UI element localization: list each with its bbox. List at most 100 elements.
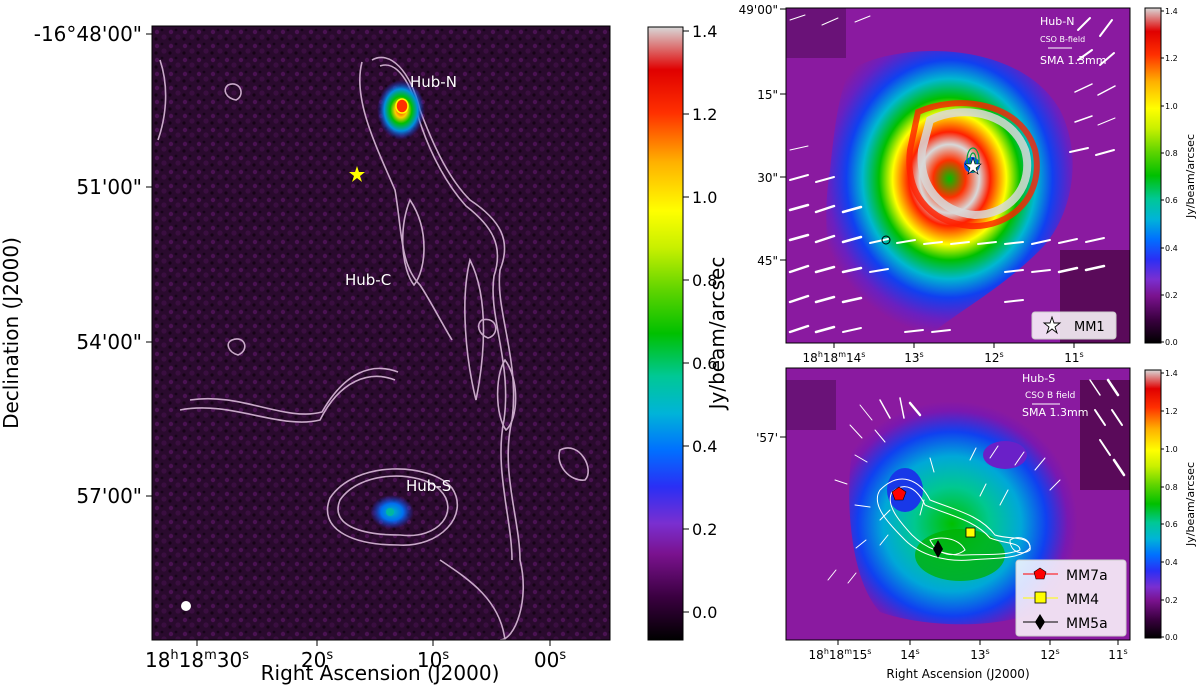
hub-s-colorbar xyxy=(1144,369,1162,639)
hub-n-colorbar-ticks xyxy=(1161,10,1164,343)
hub-n-cb-label: 0.8 xyxy=(1165,149,1178,158)
mm4-square-marker xyxy=(965,527,976,538)
annotation-hub-n: Hub-N xyxy=(410,73,457,91)
b-vector xyxy=(1099,19,1113,37)
b-vector xyxy=(950,241,970,245)
b-vector xyxy=(896,239,916,244)
b-vector xyxy=(788,264,810,274)
main-x-tick-label: 00s xyxy=(534,648,566,672)
hub-n-colorbar-title: Jy/beam/arcsec xyxy=(1184,134,1197,219)
mm7a-pentagon-marker xyxy=(891,486,907,501)
b-vector xyxy=(1014,451,1025,466)
b-vector xyxy=(969,447,977,461)
hub-s-panel: Hub-S CSO B field SMA 1.3mm MM7a MM4 MM5… xyxy=(756,367,1197,681)
b-vector xyxy=(1097,85,1116,96)
main-cb-label: 0.8 xyxy=(692,271,717,290)
hub-n-title: Hub-N xyxy=(1040,15,1074,28)
b-vector xyxy=(923,241,943,245)
b-vector xyxy=(904,329,924,333)
main-y-tick-label: 57'00" xyxy=(76,484,142,508)
b-vector xyxy=(789,14,806,21)
b-vector xyxy=(854,15,871,23)
b-vector xyxy=(977,241,997,245)
b-vector xyxy=(842,327,862,333)
legend-star-icon xyxy=(1042,315,1062,335)
b-vector xyxy=(1004,269,1024,273)
sma-contour xyxy=(889,486,1021,556)
b-vector xyxy=(1057,266,1079,274)
hub-n-cb-label: 1.2 xyxy=(1165,54,1178,63)
b-vector xyxy=(869,238,889,244)
filament-contour xyxy=(358,61,453,341)
hub-n-cb-label: 1.4 xyxy=(1165,7,1178,16)
hub-n-x-tick-label: 13s xyxy=(904,350,923,365)
hub-n-cb-label: 0.4 xyxy=(1165,244,1178,253)
annotation-hub-s: Hub-S xyxy=(406,477,451,495)
b-vector xyxy=(841,235,863,244)
main-colorbar-ticks xyxy=(683,30,689,613)
hub-s-instrument: SMA 1.3mm xyxy=(1022,406,1088,419)
hub-n-panel: Hub-N CSO B-field SMA 1.3mm MM1 49'00" 1… xyxy=(739,3,1197,365)
filament-contour xyxy=(439,559,506,640)
hub-s-x-tick-label: 14s xyxy=(900,647,919,662)
b-vector xyxy=(1034,457,1046,471)
b-vector xyxy=(834,479,848,485)
hub-s-cb-label: 1.0 xyxy=(1165,445,1178,454)
hub-n-core xyxy=(395,98,409,114)
b-vector xyxy=(1099,52,1115,66)
b-vector xyxy=(1077,17,1091,31)
main-x-tick-label: 20s xyxy=(301,648,333,672)
main-cb-label: 1.2 xyxy=(692,105,717,124)
filament-contour xyxy=(496,358,517,432)
hub-s-cb-label: 1.4 xyxy=(1165,369,1178,378)
main-y-tick-label: 51'00" xyxy=(76,175,142,199)
hub-s-legend-label: MM4 xyxy=(1066,592,1099,608)
hub-s-x-tick-label: 11s xyxy=(1108,647,1127,662)
hub-s-colorbar-ticks xyxy=(1161,372,1164,638)
b-vector xyxy=(869,268,889,273)
b-vector xyxy=(1004,299,1024,303)
b-vector xyxy=(788,233,810,242)
hub-n-colorbar xyxy=(1144,7,1162,344)
main-cb-label: 0.2 xyxy=(692,520,717,539)
hub-s-knot xyxy=(386,508,394,516)
main-cb-label: 0.4 xyxy=(692,437,717,456)
hub-s-y-tick-label: '57' xyxy=(756,431,778,445)
b-vector xyxy=(849,424,863,439)
hub-s-plot-frame xyxy=(785,367,1131,641)
b-vector xyxy=(814,204,836,214)
hub-n-y-tick-label: 49'00" xyxy=(739,3,778,17)
hub-s-colorbar-title: Jy/beam/arcsec xyxy=(1184,462,1197,547)
b-vector xyxy=(929,457,935,473)
b-vector xyxy=(1031,239,1051,245)
yellow-star-marker xyxy=(349,166,365,182)
hub-s-cb-label: 0.8 xyxy=(1165,483,1178,492)
hub-s-x-tick-label: 13s xyxy=(970,647,989,662)
hub-s-title: Hub-S xyxy=(1022,372,1055,385)
filament-contour xyxy=(477,318,497,339)
hub-n-x-ticks xyxy=(833,343,1075,348)
hub-n-x-tick-label: 18h18m14s xyxy=(803,350,866,365)
b-vector xyxy=(979,483,987,497)
b-vector xyxy=(931,329,951,333)
filament-contour xyxy=(464,257,485,401)
b-vector xyxy=(879,534,889,546)
b-vector xyxy=(855,539,867,549)
filament-contour xyxy=(401,198,425,287)
b-vector xyxy=(1058,238,1078,244)
b-vector xyxy=(814,325,836,334)
main-y-tick-label: 54'00" xyxy=(76,330,142,354)
b-vector xyxy=(814,234,836,244)
hub-s-dark-patch xyxy=(786,380,836,430)
b-vector xyxy=(789,145,809,151)
b-vector xyxy=(1069,147,1089,153)
b-vector xyxy=(879,509,891,521)
hub-s-vector-label: CSO B field xyxy=(1025,391,1075,401)
filament-contour xyxy=(179,375,396,423)
hub-s-blue-clump xyxy=(887,468,923,512)
b-vector xyxy=(1049,479,1061,491)
hub-s-purple-clump xyxy=(983,441,1027,469)
b-vector xyxy=(788,203,810,212)
b-vector xyxy=(815,176,835,183)
